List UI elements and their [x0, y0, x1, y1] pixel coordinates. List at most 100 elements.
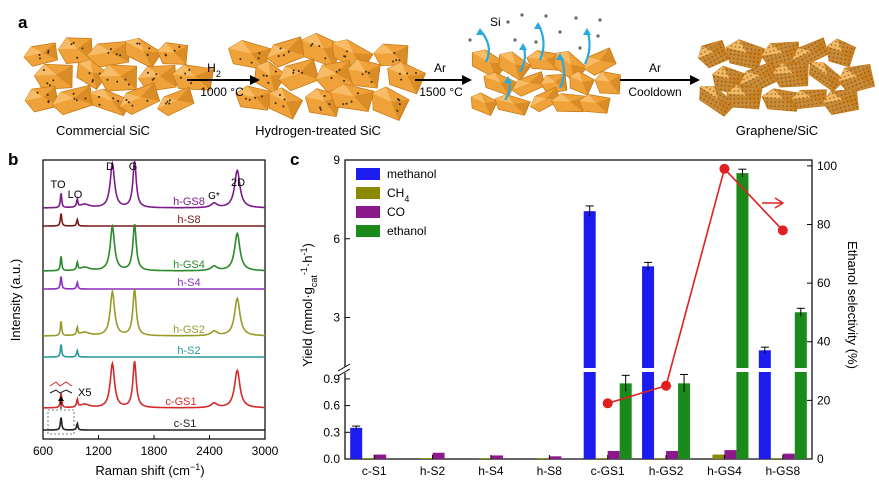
- bar-CO-h-S8: [549, 456, 562, 459]
- si-atom-3: [558, 30, 562, 34]
- pile3-crystal-8: [569, 70, 595, 96]
- x-tick-label-h-S8: h-S8: [537, 464, 563, 478]
- pile3-crystal-6: [511, 71, 546, 97]
- chart-right-axis-label: Ethanol selectivity (%): [845, 241, 860, 369]
- bar-CO-c-S1: [374, 454, 387, 459]
- right-tick-label-1: 20: [817, 393, 831, 407]
- pile3-crystal-5: [483, 72, 517, 96]
- raman-x-axis-ticks: 600 1200 1800 2400 3000: [33, 435, 279, 458]
- pile3-crystal-11: [494, 94, 531, 116]
- pile1-crystal-3: [124, 37, 163, 69]
- axis-break-mark-1: [337, 363, 351, 372]
- raman-spectrum-h-S8: [43, 213, 265, 227]
- pile2-crystal-14: [371, 86, 410, 122]
- crystal-pile-hydrogen-treated: [228, 32, 426, 122]
- raman-label-h-GS4: h-GS4: [173, 259, 205, 271]
- pile4-crystal-1: [725, 39, 766, 71]
- bar-break-ethanol-h-GS4: [735, 368, 750, 372]
- si-arrow-head-3: [556, 53, 564, 60]
- pile1-crystal-4: [156, 42, 189, 65]
- arrow-2-temp: 1500 °C: [419, 85, 463, 99]
- legend-label-CO: CO: [387, 205, 405, 219]
- left-tick-label-2: 0.6: [323, 399, 340, 413]
- pile4-crystal-7: [772, 62, 809, 88]
- raman-spectrum-h-S4: [43, 276, 265, 290]
- arrow-1-gas: H2: [207, 61, 221, 79]
- x-tick-label-h-GS8: h-GS8: [765, 464, 800, 478]
- raman-label-c-GS1: c-GS1: [165, 396, 196, 408]
- pile1-crystal-1: [57, 37, 93, 64]
- si-atom-6: [513, 38, 517, 42]
- x-tick-label-h-GS4: h-GS4: [707, 464, 742, 478]
- si-arrow-head-2: [534, 22, 542, 29]
- legend-label-CH: CH4: [387, 186, 409, 204]
- bar-CH-h-S4: [478, 458, 491, 459]
- right-tick-label-0: 0: [817, 452, 824, 466]
- legend-swatch-methanol: [356, 168, 380, 180]
- bar-CH-c-S1: [362, 458, 375, 459]
- panel-a-letter: a: [18, 13, 28, 32]
- raman-xtick-label-1: 1200: [85, 444, 112, 458]
- bar-CH-h-S2: [420, 458, 433, 459]
- bar-CH-h-GS4: [712, 454, 725, 459]
- crystal-pile-commercial: [23, 37, 214, 117]
- inset-zoom-trace-ref: [49, 389, 73, 394]
- selectivity-point-h-GS8: [777, 225, 788, 236]
- legend-swatch-CH: [356, 187, 380, 199]
- peak-label-g-star: G*: [208, 191, 220, 202]
- raman-xtick-label-4: 3000: [252, 444, 279, 458]
- bar-ethanol-h-GS8: [794, 312, 807, 459]
- bar-methanol-h-GS2: [642, 266, 655, 459]
- panel-c-letter: c: [290, 150, 299, 169]
- raman-spectrum-c-GS1: [43, 360, 265, 409]
- bar-ethanol-h-GS2: [678, 383, 691, 459]
- pile2-crystal-9: [387, 61, 426, 95]
- yield-selectivity-chart: 0.0 0.3 0.6 0.9 3 6 9 0 20 40 60 80 100 c-S1 h-S2 h-S4 h…: [323, 153, 837, 478]
- si-sublimation-arrows: [468, 13, 602, 101]
- pile1-crystal-5: [33, 63, 73, 90]
- pile1-crystal-0: [23, 42, 58, 67]
- bar-CO-c-GS1: [607, 450, 620, 459]
- process-arrow-3: Ar Cooldown: [620, 61, 700, 99]
- raman-spectrum-h-GS4: [43, 223, 265, 272]
- pile2-crystal-8: [347, 58, 381, 89]
- pile1-crystal-13: [119, 82, 161, 116]
- left-tick-label-3: 0.9: [323, 372, 340, 386]
- legend-label-ethanol: ethanol: [387, 224, 426, 238]
- pile4-crystal-11: [726, 84, 763, 110]
- panel-b-letter: b: [8, 150, 18, 169]
- arrow-1-temp: 1000 °C: [200, 85, 244, 99]
- raman-label-h-S8: h-S8: [177, 214, 200, 226]
- stage-label-hydrogen-treated: Hydrogen-treated SiC: [255, 123, 381, 138]
- legend-swatch-CO: [356, 206, 380, 218]
- left-tick-label-0: 0.0: [323, 452, 340, 466]
- si-arrow-head-5: [504, 76, 512, 83]
- raman-xtick-label-2: 1800: [141, 444, 168, 458]
- raman-x-axis-label: Raman shift (cm−1): [95, 462, 204, 478]
- pile2-crystal-6: [278, 58, 320, 92]
- pile2-crystal-13: [329, 83, 375, 112]
- pile4-crystal-14: [822, 88, 859, 116]
- x-tick-label-h-GS2: h-GS2: [649, 464, 684, 478]
- x-tick-label-c-S1: c-S1: [362, 464, 387, 478]
- pile2-crystal-4: [373, 43, 409, 67]
- selectivity-point-h-GS4: [719, 163, 730, 174]
- left-tick-label-1: 0.3: [323, 425, 340, 439]
- bar-break-methanol-h-GS2: [641, 368, 656, 372]
- inset-arrow-head: [58, 396, 64, 401]
- crystal-pile-graphene: [697, 37, 876, 117]
- si-label: Si: [490, 15, 501, 29]
- inset-zoom-box: [47, 409, 75, 435]
- si-arrow-head-4: [583, 28, 591, 35]
- pile4-crystal-10: [699, 85, 737, 117]
- peak-label-lo: LO: [68, 189, 83, 201]
- pile4-crystal-6: [739, 60, 780, 94]
- raman-label-h-GS8: h-GS8: [173, 196, 205, 208]
- stage-label-commercial: Commercial SiC: [56, 123, 150, 138]
- bar-CO-h-GS4: [724, 450, 737, 459]
- bar-CO-h-S4: [490, 455, 503, 459]
- panel-b: b h-GS8 h-S8 h-GS4 h-S4 h-GS2 h-S2 c-GS1 c-S1 6…: [8, 150, 279, 478]
- bar-break-ethanol-h-GS8: [793, 368, 808, 372]
- si-atom-1: [520, 13, 524, 17]
